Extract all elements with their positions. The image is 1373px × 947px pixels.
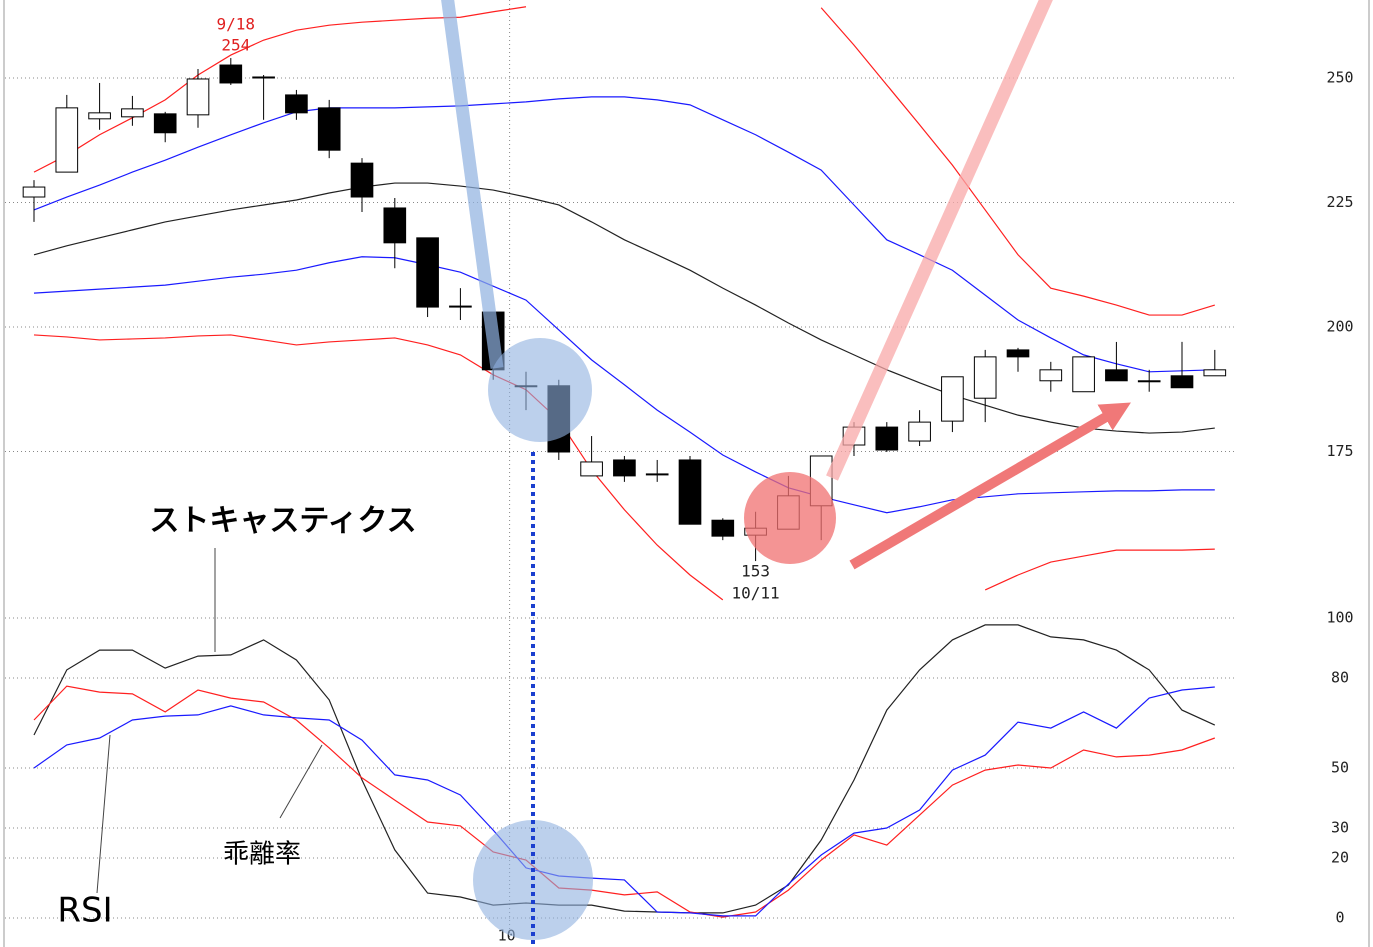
line-series [820, 7, 1215, 316]
annotation-value: 153 [741, 562, 770, 581]
candle-body [449, 305, 472, 308]
frame [3, 0, 1370, 947]
candle-body [580, 461, 603, 477]
line-series [33, 334, 724, 601]
y-tick-label: 0 [1335, 909, 1344, 927]
price-panel [22, 6, 1227, 601]
y-tick-label: 225 [1326, 193, 1353, 211]
labels: 1752002252509/1825415310/110203050801001… [217, 15, 1354, 945]
candle-body [317, 107, 341, 151]
blue-circle [488, 338, 592, 442]
candle-body [88, 112, 111, 120]
candle-body [153, 113, 177, 134]
y-tick-label: 250 [1326, 68, 1353, 86]
candle-body [1105, 369, 1128, 382]
candle-body [1072, 356, 1095, 393]
candle-body [55, 107, 79, 173]
candle-body [121, 108, 144, 118]
y-tick-label: 30 [1331, 819, 1349, 837]
candle-body [1170, 375, 1194, 389]
y-tick-label: 50 [1331, 759, 1349, 777]
candle-body [1137, 380, 1161, 383]
candle-body [22, 186, 46, 198]
candle-body [908, 421, 931, 442]
candle-body [1039, 369, 1063, 382]
line-series [33, 256, 1215, 514]
line-series [984, 548, 1215, 591]
pink-arrow-line [826, 0, 1053, 481]
candle-body [973, 356, 997, 399]
y-tick-label: 20 [1331, 849, 1349, 867]
series-label: ストキャスティクス [149, 504, 416, 539]
line-series [33, 686, 1215, 917]
annotation-date: 9/18 [217, 15, 256, 34]
candle-body [219, 64, 243, 84]
candle-body [350, 162, 374, 198]
candle-body [252, 76, 275, 79]
candle-body [875, 426, 899, 451]
candle-body [711, 519, 735, 537]
candle-body [678, 459, 702, 525]
line-series [33, 685, 1216, 918]
red-circle [744, 472, 836, 564]
red-arrow [849, 402, 1131, 570]
line-series [33, 96, 1215, 373]
annotation-date: 10/11 [732, 584, 780, 603]
candle-body [285, 94, 308, 114]
blue-arrow-line [441, 0, 504, 369]
line-series [33, 182, 1215, 434]
candle-body [383, 207, 407, 244]
y-tick-label: 200 [1326, 317, 1353, 335]
candle-body [186, 78, 210, 116]
y-tick-label: 175 [1326, 442, 1353, 460]
candle-body [1006, 349, 1030, 358]
y-tick-label: 100 [1326, 609, 1353, 627]
pointer-line [96, 734, 111, 894]
candle-body [613, 459, 636, 477]
candle-body [941, 376, 964, 422]
series-label: 乖離率 [223, 840, 301, 870]
grid [5, 0, 1235, 940]
candle-body [645, 473, 669, 476]
candle-body [1203, 369, 1227, 377]
candle-body [416, 237, 439, 308]
series-label: RSI [57, 891, 112, 931]
annotation-value: 254 [221, 36, 250, 55]
oscillator-panel [33, 624, 1216, 918]
line-series [33, 624, 1216, 914]
pointer-line [279, 744, 323, 819]
decorations [96, 0, 1131, 945]
y-tick-label: 80 [1331, 669, 1349, 687]
